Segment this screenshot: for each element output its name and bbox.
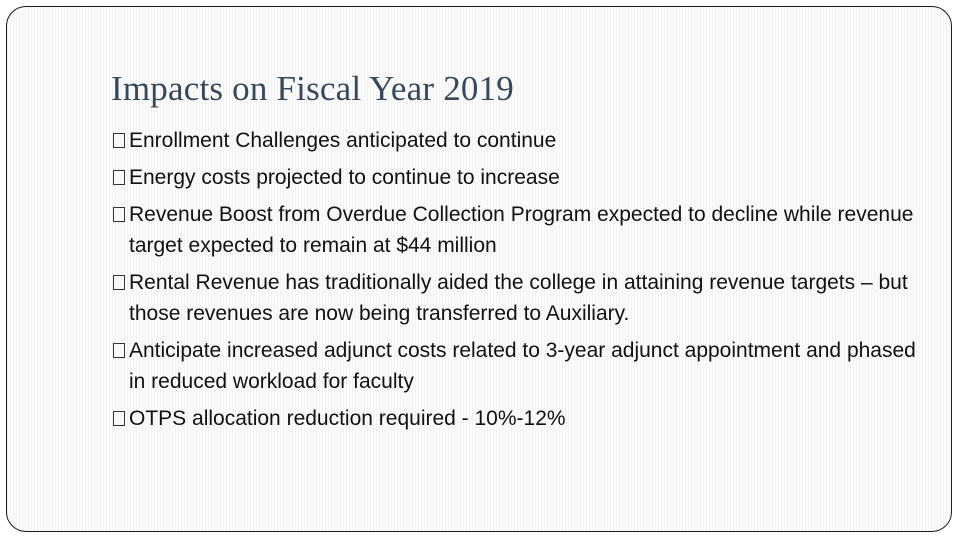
bullet-item: Revenue Boost from Overdue Collection Pr…: [113, 199, 923, 261]
bullet-item: OTPS allocation reduction required - 10%…: [113, 403, 923, 434]
bullet-text: Enrollment Challenges anticipated to con…: [129, 129, 557, 152]
bullet-item: Energy costs projected to continue to in…: [113, 162, 923, 193]
bullet-text: OTPS allocation reduction required - 10%…: [129, 407, 566, 430]
missing-glyph-bullet-icon: [113, 133, 125, 148]
bullet-item: Rental Revenue has traditionally aided t…: [113, 267, 923, 329]
bullet-item: Enrollment Challenges anticipated to con…: [113, 125, 923, 156]
bullet-list: Enrollment Challenges anticipated to con…: [113, 125, 923, 440]
missing-glyph-bullet-icon: [113, 275, 125, 290]
bullet-text: Revenue Boost from Overdue Collection Pr…: [129, 203, 914, 257]
bullet-text: Energy costs projected to continue to in…: [129, 166, 560, 189]
missing-glyph-bullet-icon: [113, 207, 125, 222]
bullet-item: Anticipate increased adjunct costs relat…: [113, 335, 923, 397]
bullet-text: Rental Revenue has traditionally aided t…: [129, 271, 908, 325]
missing-glyph-bullet-icon: [113, 170, 125, 185]
slide-title: Impacts on Fiscal Year 2019: [111, 69, 514, 108]
missing-glyph-bullet-icon: [113, 343, 125, 358]
bullet-text: Anticipate increased adjunct costs relat…: [129, 339, 916, 393]
slide-frame: Impacts on Fiscal Year 2019 Enrollment C…: [6, 6, 952, 532]
missing-glyph-bullet-icon: [113, 411, 125, 426]
